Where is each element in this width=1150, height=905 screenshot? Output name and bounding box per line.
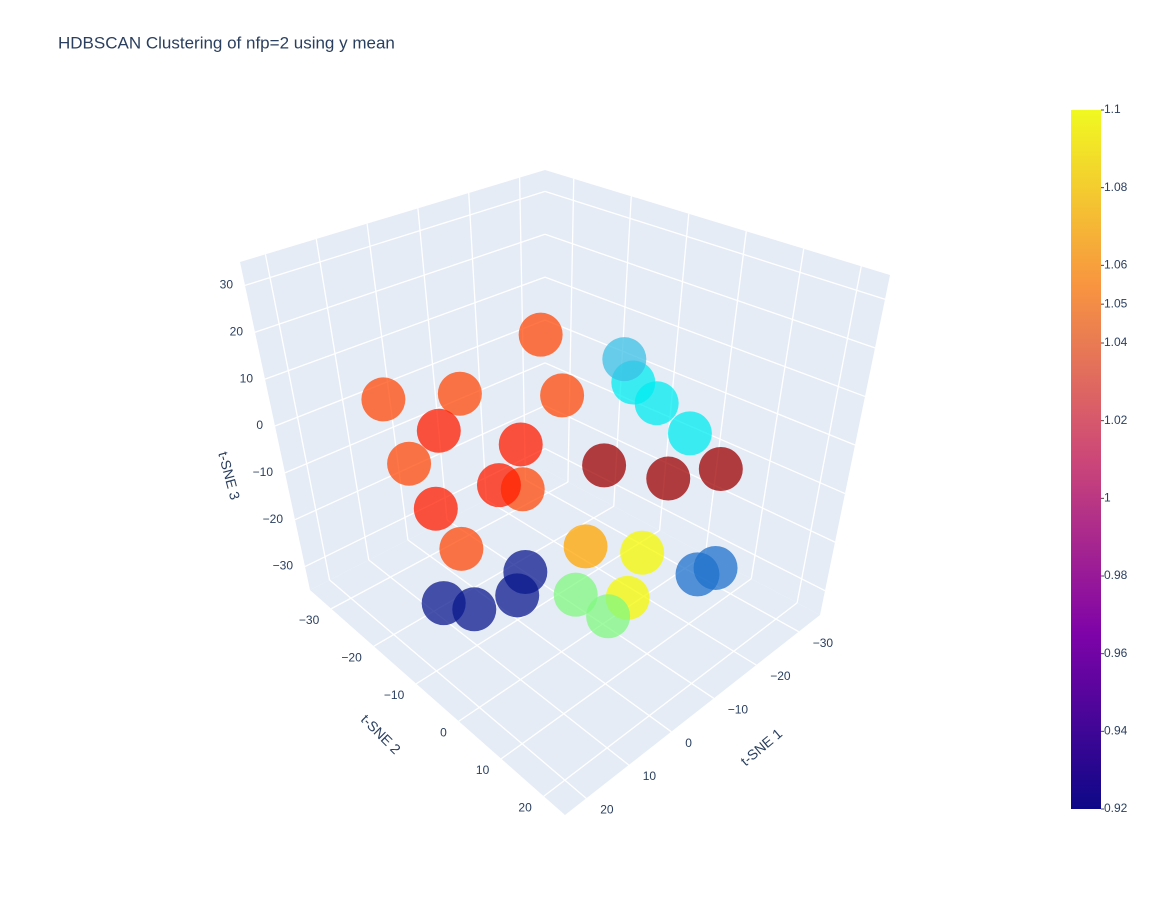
point [416,408,461,453]
grid-line [544,276,866,398]
grid-line [544,405,836,543]
grid-line [329,579,587,799]
point [582,443,627,488]
point [540,373,585,418]
y-tick-label: 0 [440,725,447,739]
z-tick-label: −10 [253,465,274,479]
grid-line [254,233,546,333]
point [693,545,738,590]
grid-line [544,190,886,300]
colorbar-tick-label: 1.08 [1104,180,1128,194]
grid-line [274,319,546,427]
colorbar-tick-label: 0.94 [1104,724,1128,738]
grid-line [415,529,660,685]
point [563,524,608,569]
z-tick-label: 20 [230,324,244,338]
colorbar-tick-label: 0.96 [1104,646,1128,660]
z-tick-label: 0 [256,418,263,432]
colorbar-tick-label: 1.05 [1104,296,1128,310]
colorbar-tick-label: 1.02 [1104,413,1128,427]
colorbar-tick-label: 1.06 [1104,258,1128,272]
grid-line [244,190,546,287]
point [421,581,466,626]
point [361,377,406,422]
grid-line [544,319,856,446]
z-tick-label: 30 [220,278,234,292]
point [518,312,563,357]
point [387,441,432,486]
point [667,411,712,456]
colorbar-tick-label: 0.92 [1104,801,1128,815]
y-tick-label: −30 [299,613,320,627]
x-tick-label: −10 [728,703,749,717]
grid-line [543,602,798,797]
x-tick-label: −20 [770,669,791,683]
x-tick-label: −30 [813,636,834,650]
x-tick-label: 0 [685,736,692,750]
y-tick-label: −10 [384,688,405,702]
colorbar [1071,110,1101,809]
y-tick-label: −20 [341,650,362,664]
point [498,422,543,467]
back-right-pane [545,170,890,615]
point [646,456,691,501]
z-tick-label: −30 [273,559,294,573]
y-axis-title: t-SNE 2 [358,711,404,757]
grid-line [458,554,706,722]
point [602,337,647,382]
grid-line [544,233,876,349]
point [476,463,521,508]
z-axis-title: t-SNE 3 [215,450,243,502]
x-tick-label: 10 [643,769,657,783]
point [586,594,631,639]
point [503,550,548,595]
point [620,530,665,575]
grid-line [284,362,546,474]
y-tick-label: 10 [476,763,490,777]
colorbar-tick-label: 1.1 [1104,102,1121,116]
colorbar-tick-label: 1.04 [1104,335,1128,349]
grid-line [264,276,546,380]
grid-line [500,578,752,760]
chart-title: HDBSCAN Clustering of nfp=2 using y mean [58,33,395,52]
colorbar-tick-label: 1 [1104,491,1111,505]
grid-line [368,559,630,766]
x-tick-label: 20 [600,803,614,817]
point [437,371,482,416]
z-tick-label: −20 [263,512,284,526]
point [439,526,484,571]
x-axis-title: t-SNE 1 [737,725,785,769]
z-tick-label: 10 [240,371,254,385]
point [698,447,743,492]
point [413,486,458,531]
y-tick-label: 20 [518,800,532,814]
point [553,572,598,617]
grid-line [407,539,672,733]
colorbar-tick-label: 0.98 [1104,568,1128,582]
